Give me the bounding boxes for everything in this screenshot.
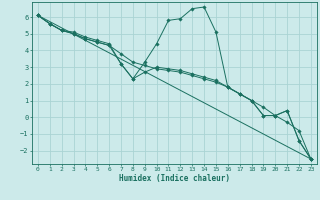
X-axis label: Humidex (Indice chaleur): Humidex (Indice chaleur): [119, 174, 230, 183]
